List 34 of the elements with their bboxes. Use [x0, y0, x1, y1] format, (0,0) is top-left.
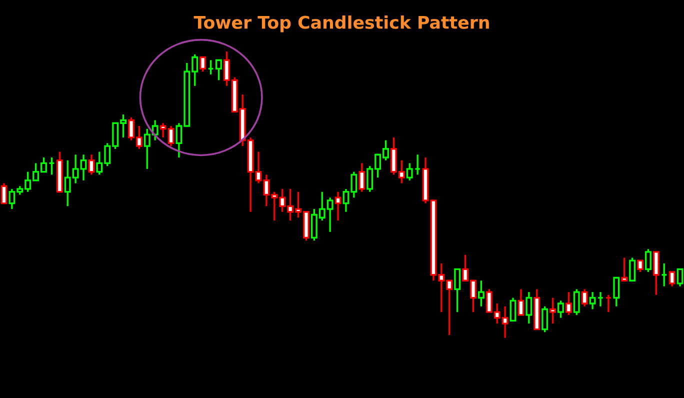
candlestick: [454, 268, 461, 313]
candlestick: [589, 291, 596, 310]
candlestick: [208, 59, 214, 76]
candlestick: [510, 296, 516, 322]
candlestick: [621, 256, 628, 282]
candlestick: [652, 251, 660, 296]
candlestick: [676, 268, 684, 288]
candlestick: [565, 291, 572, 316]
chart-title: Tower Top Candlestick Pattern: [194, 15, 489, 32]
candlestick: [550, 296, 556, 324]
candlestick: [48, 156, 55, 176]
candlestick: [526, 291, 532, 324]
candlestick: [629, 256, 636, 282]
candlestick: [668, 271, 676, 288]
candlestick: [605, 294, 612, 313]
candlestick: [660, 262, 668, 288]
candlestick: [200, 56, 206, 72]
candlestick: [88, 154, 95, 176]
candlestick: [637, 260, 644, 273]
candlestick: [581, 288, 588, 308]
candlestick: [406, 162, 413, 182]
candlestick: [518, 288, 524, 316]
candlestick: [216, 59, 222, 82]
candlestick: [0, 182, 8, 204]
candlestick: [644, 248, 652, 273]
candlestick: [358, 162, 366, 193]
candlestick: [597, 291, 604, 308]
candlestick: [542, 306, 548, 333]
candlestick: [478, 280, 484, 308]
candlestick: [414, 154, 421, 176]
candlestick: [334, 191, 342, 222]
candlestick: [613, 276, 620, 308]
candlestick: [558, 300, 564, 319]
candlestick: [573, 288, 580, 316]
